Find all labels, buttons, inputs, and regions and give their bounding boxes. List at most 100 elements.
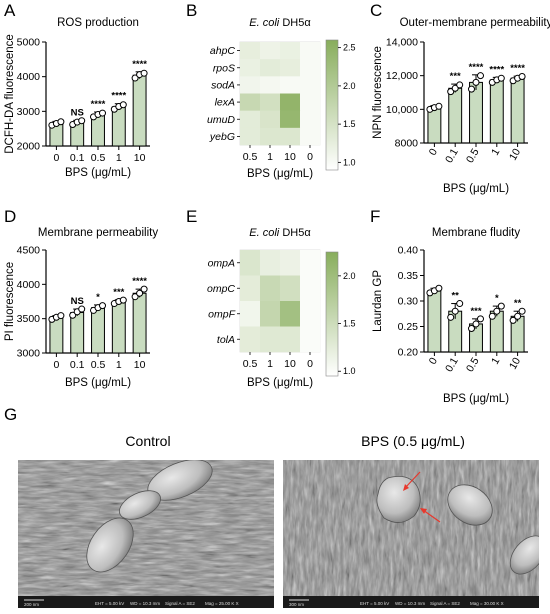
significance-label: **** <box>469 62 484 73</box>
data-point <box>468 85 475 93</box>
y-tick-label: 8000 <box>395 138 419 150</box>
heatmap-cell <box>300 127 321 146</box>
data-point <box>451 307 459 315</box>
y-tick-label: 5000 <box>17 37 41 49</box>
heatmap-cell <box>280 76 301 94</box>
x-tick-label: 10 <box>134 359 146 371</box>
arrow-annotation <box>404 471 421 489</box>
data-point <box>488 312 496 320</box>
data-point <box>468 325 475 333</box>
y-tick-label: 3000 <box>17 348 41 360</box>
y-tick-label: 12,000 <box>386 70 418 82</box>
x-tick-label: 0.5 <box>91 152 106 164</box>
data-point <box>518 73 526 81</box>
data-point <box>136 289 144 297</box>
data-point <box>518 307 526 315</box>
y-tick-label: 0.30 <box>398 296 419 308</box>
significance-label: *** <box>450 71 461 82</box>
x-tick-label: 0.1 <box>70 152 85 164</box>
sem-image-bps: 300 nm EHT = 5.00 kV WD = 10.3 mm Signal… <box>283 460 539 608</box>
data-point <box>497 302 505 310</box>
scale-tick-label: 1.5 <box>343 119 356 129</box>
x-axis-label: BPS (μg/mL) <box>247 377 313 389</box>
y-tick-label: 0.20 <box>398 347 419 359</box>
x-tick-label: 0.5 <box>464 355 482 374</box>
panel-letter-d: D <box>4 207 16 226</box>
significance-label: ** <box>451 291 459 302</box>
heatmap-cell <box>300 301 321 327</box>
y-tick-label: 14,000 <box>386 37 418 49</box>
significance-label: *** <box>113 287 124 298</box>
scale-tick-label: 2.0 <box>343 81 356 91</box>
y-tick-label: 0.40 <box>398 245 419 257</box>
bar <box>427 107 442 144</box>
heatmap-cell <box>280 250 301 276</box>
sem-left-info-4: Mag = 25.00 K X <box>205 601 239 606</box>
bar <box>111 301 126 354</box>
data-point <box>493 307 501 315</box>
x-tick-label: 0.5 <box>243 151 258 163</box>
y-tick-label: 10,000 <box>386 104 418 116</box>
significance-label: NS <box>71 107 84 118</box>
x-tick-label: 10 <box>507 146 523 162</box>
y-tick-label: 4000 <box>17 279 41 291</box>
heatmap-cell <box>240 42 261 60</box>
data-point <box>509 316 517 324</box>
panel-letter-a: A <box>4 1 16 20</box>
chart-title: ROS production <box>57 17 139 29</box>
sem-right-info-2: WD = 10.3 mm <box>395 601 425 606</box>
heatmap-cell <box>300 275 321 302</box>
data-point <box>472 78 480 86</box>
x-tick-label: 1 <box>116 359 122 371</box>
panel-letter-g: G <box>4 405 17 424</box>
data-point <box>69 311 77 319</box>
gene-label: rpoS <box>213 62 235 74</box>
heatmap-cell <box>300 110 321 129</box>
sem-left-info-3: Signal A = SE2 <box>165 601 195 606</box>
y-axis-label: NPN fluorescence <box>372 46 384 139</box>
data-point <box>119 101 127 109</box>
heatmap-cell <box>280 326 301 353</box>
heatmap-cell <box>280 42 301 60</box>
x-tick-label: 10 <box>134 152 146 164</box>
bar <box>132 292 147 354</box>
scale-tick-label: 2.0 <box>343 271 356 281</box>
scale-tick-label: 1.0 <box>343 157 356 167</box>
panel-e-heatmap: E. coli DH5α ompA ompC ompF tolA 0.5 1 10 0 BPS (… <box>207 227 356 389</box>
panel-d-bar-chart: Membrane permeability 3000 3500 4000 4500 0 0.… <box>4 227 158 389</box>
heatmap-cell <box>280 127 301 146</box>
significance-label: *** <box>470 306 481 317</box>
data-point <box>119 296 127 304</box>
bar <box>132 74 147 147</box>
bar <box>510 77 525 144</box>
heatmap-cell <box>300 250 321 276</box>
significance-label: * <box>495 293 499 304</box>
heatmap-cell <box>260 42 281 60</box>
bar <box>427 290 442 353</box>
data-point <box>131 74 139 82</box>
panel-f-bar-chart: Membrane fludity 0.20 0.25 0.30 0.35 0.40 0 0.1… <box>372 227 528 405</box>
x-tick-label: 1 <box>267 358 273 370</box>
heatmap-cell <box>260 127 281 146</box>
significance-label: **** <box>132 276 147 287</box>
x-tick-label: 0.5 <box>243 358 258 370</box>
panel-b-heatmap: E. coli DH5α ahpC rpoS sodA lexA umuD yebG 0.5 1… <box>207 17 356 180</box>
heatmap-cell <box>240 76 261 94</box>
bar <box>448 87 463 144</box>
x-axis-label: BPS (μg/mL) <box>65 377 131 389</box>
significance-label: **** <box>489 64 504 75</box>
x-axis-label: BPS (μg/mL) <box>443 393 509 405</box>
significance-label: **** <box>510 63 525 74</box>
x-tick-label: 0.5 <box>464 146 482 165</box>
x-tick-label: 10 <box>507 355 523 371</box>
bar <box>91 307 105 354</box>
sem-image-control: 200 nm EHT = 5.00 kV WD = 10.3 mm Signal… <box>18 460 274 608</box>
y-tick-label: 4000 <box>17 71 41 83</box>
heatmap-cell <box>260 110 281 129</box>
y-tick-label: 4500 <box>17 245 41 257</box>
heatmap-cell <box>260 93 281 111</box>
significance-label: **** <box>111 91 126 102</box>
chart-title: Outer-membrane permeability <box>400 17 550 29</box>
panel-letter-e: E <box>186 207 197 226</box>
